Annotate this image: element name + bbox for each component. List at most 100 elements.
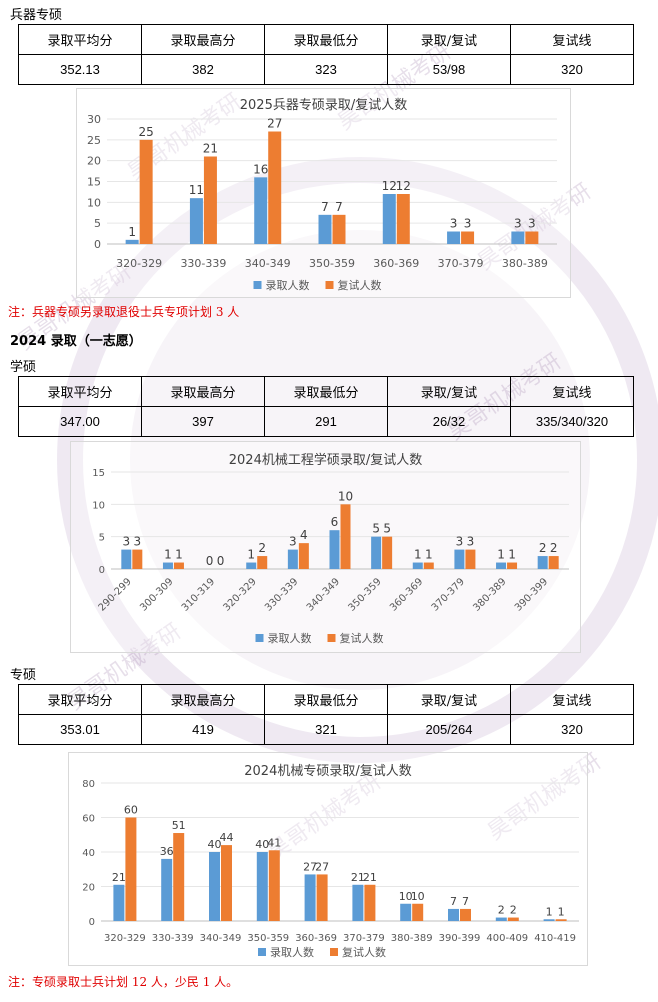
table-header-cell: 录取最低分 <box>264 376 388 407</box>
bar-retest <box>203 156 217 244</box>
bar-retest <box>221 845 232 921</box>
table-header-cell: 录取最高分 <box>141 684 265 715</box>
table-header-cell: 录取最高分 <box>141 24 265 55</box>
professional-stats-table: 录取平均分 录取最高分 录取最低分 录取/复试 复试线 353.01 419 3… <box>18 684 634 745</box>
y-tick-label: 20 <box>82 883 95 894</box>
table-cell: 347.00 <box>18 406 142 437</box>
data-label: 11 <box>189 183 204 197</box>
data-label: 1 <box>164 548 172 562</box>
table-cell: 320 <box>510 54 634 85</box>
x-tick-label: 340-349 <box>245 257 291 270</box>
data-label: 1 <box>508 548 516 562</box>
y-tick-label: 20 <box>87 155 101 168</box>
legend-label-admitted: 录取人数 <box>270 946 314 959</box>
x-tick-label: 320-329 <box>222 576 259 613</box>
section-title-weapon: 兵器专硕 <box>10 8 63 23</box>
table-cell: 205/264 <box>387 714 511 745</box>
data-label: 12 <box>382 179 397 193</box>
data-label: 3 <box>464 217 472 231</box>
subtitle-academic: 学硕 <box>10 360 37 375</box>
bar-retest <box>396 194 410 244</box>
data-label: 10 <box>411 890 425 903</box>
x-tick-label: 400-409 <box>486 933 528 944</box>
y-tick-label: 0 <box>94 238 101 251</box>
x-tick-label: 300-309 <box>138 576 175 613</box>
weapon-stats-table: 录取平均分 录取最高分 录取最低分 录取/复试 复试线 352.13 382 3… <box>18 24 634 85</box>
bar-retest <box>461 231 475 244</box>
x-tick-label: 390-399 <box>513 576 550 613</box>
data-label: 36 <box>160 845 174 858</box>
y-tick-label: 5 <box>94 217 101 230</box>
data-label: 27 <box>315 860 329 873</box>
table-cell: 419 <box>141 714 265 745</box>
chart-professional: 2024机械专硕录取/复试人数 0 20 40 60 80 21 60 320-329 36 51 3… <box>68 752 588 966</box>
legend-label-retest: 复试人数 <box>340 631 384 645</box>
x-tick-label: 360-369 <box>388 576 425 613</box>
table-cell: 382 <box>141 54 265 85</box>
data-label: 60 <box>124 804 138 817</box>
data-label: 40 <box>208 838 222 851</box>
x-tick-label: 340-349 <box>305 576 342 613</box>
bar-retest <box>423 562 434 569</box>
table-cell: 353.01 <box>18 714 142 745</box>
x-tick-label: 320-329 <box>116 257 162 270</box>
bar-retest <box>507 917 519 921</box>
bar-admitted <box>209 852 220 921</box>
bar-retest <box>132 549 143 569</box>
note-weapon: 注：兵器专硕另录取退役士兵专项计划 3 人 <box>8 305 240 319</box>
bar-retest <box>268 850 280 921</box>
legend-swatch-retest <box>327 634 336 642</box>
x-tick-label: 340-349 <box>200 933 242 944</box>
data-label: 3 <box>122 535 130 549</box>
y-tick-label: 15 <box>87 176 101 189</box>
data-label: 7 <box>462 895 469 908</box>
y-tick-label: 5 <box>99 533 105 544</box>
academic-stats-table: 录取平均分 录取最高分 录取最低分 录取/复试 复试线 347.00 397 2… <box>18 376 634 437</box>
data-label: 21 <box>112 871 126 884</box>
table-cell: 397 <box>141 406 265 437</box>
table-header-cell: 录取最低分 <box>264 684 388 715</box>
x-tick-label: 350-359 <box>346 576 383 613</box>
data-label: 5 <box>372 522 380 536</box>
data-label: 16 <box>253 162 268 176</box>
x-tick-label: 370-379 <box>343 933 385 944</box>
bar-admitted <box>371 536 382 569</box>
y-tick-label: 10 <box>87 196 101 209</box>
bar-admitted <box>454 549 465 569</box>
data-label: 2 <box>539 541 547 555</box>
data-label: 7 <box>450 895 457 908</box>
bar-retest <box>525 231 539 244</box>
bar-retest <box>173 562 184 569</box>
table-header-cell: 录取/复试 <box>387 24 511 55</box>
note-professional: 注：专硕录取士兵计划 12 人，少民 1 人。 <box>8 975 239 989</box>
bar-admitted <box>496 562 507 569</box>
chart-title: 2024机械专硕录取/复试人数 <box>244 764 411 779</box>
bar-retest <box>364 884 376 921</box>
data-label: 7 <box>335 200 343 214</box>
table-header-cell: 录取平均分 <box>18 24 142 55</box>
bar-admitted <box>161 858 173 921</box>
x-tick-label: 370-379 <box>438 257 484 270</box>
bar-admitted <box>352 884 364 921</box>
bar-retest <box>340 504 351 569</box>
x-tick-label: 410-419 <box>534 933 576 944</box>
bar-retest <box>173 833 185 921</box>
legend-label-admitted: 录取人数 <box>266 279 310 292</box>
chart-title: 2024机械工程学硕录取/复试人数 <box>229 452 422 468</box>
bar-retest <box>412 903 424 921</box>
table-cell: 53/98 <box>387 54 511 85</box>
bar-admitted <box>304 874 316 921</box>
bar-retest <box>382 536 393 569</box>
table-header-cell: 复试线 <box>510 684 634 715</box>
data-label: 41 <box>267 836 281 849</box>
bar-admitted <box>254 177 268 244</box>
data-label: 1 <box>128 225 136 239</box>
data-label: 1 <box>497 548 505 562</box>
data-label: 3 <box>467 535 475 549</box>
bar-admitted <box>113 884 125 921</box>
table-cell: 352.13 <box>18 54 142 85</box>
table-header-cell: 录取最高分 <box>141 376 265 407</box>
data-label: 6 <box>331 515 339 529</box>
section-heading-2024: 2024 录取（一志愿） <box>10 334 142 349</box>
table-header-cell: 录取/复试 <box>387 376 511 407</box>
